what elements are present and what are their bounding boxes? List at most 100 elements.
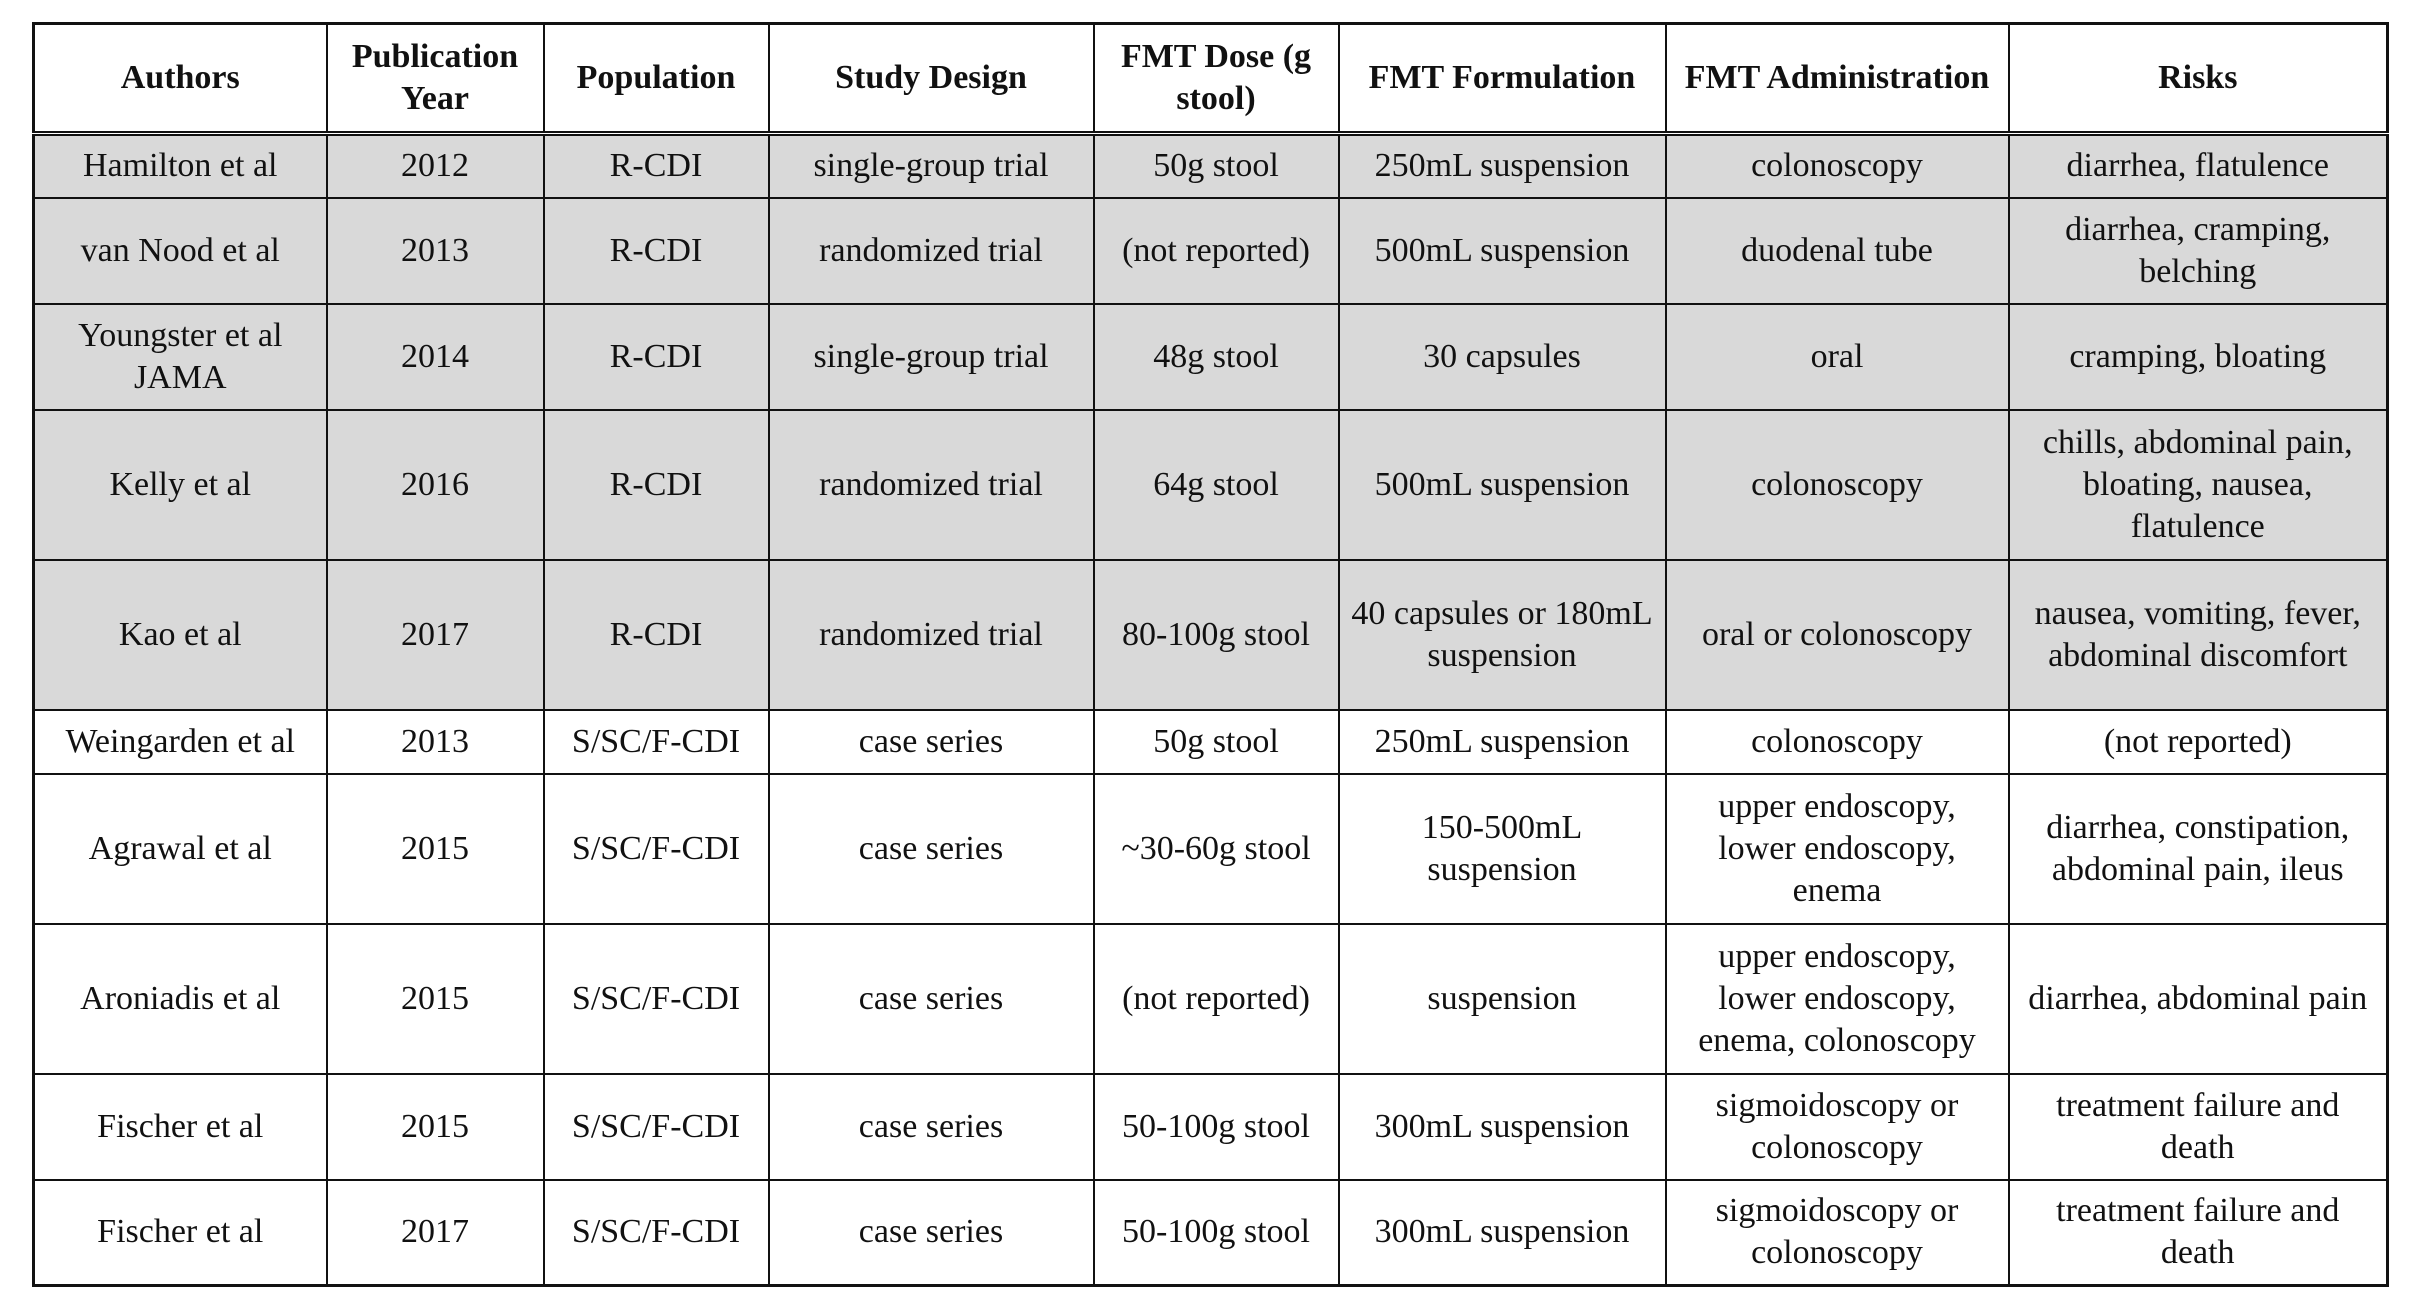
cell-fmt-formulation: 300mL suspension — [1337, 1072, 1667, 1181]
cell-risks: treatment failure and death — [2007, 1178, 2389, 1287]
cell-study-design: single-group trial — [767, 132, 1095, 199]
cell-publication-year: 2013 — [325, 708, 545, 775]
cell-fmt-formulation: 40 capsules or 180mL suspension — [1337, 558, 1667, 711]
cell-risks: diarrhea, constipation, abdominal pain, … — [2007, 772, 2389, 925]
cell-authors: Hamilton et al — [32, 132, 328, 199]
header-authors: Authors — [32, 22, 328, 136]
cell-risks: cramping, bloating — [2007, 302, 2389, 411]
header-row: Authors Publication Year Population Stud… — [32, 22, 2389, 136]
cell-authors: Fischer et al — [32, 1072, 328, 1181]
table-row: Fischer et al 2015 S/SC/F-CDI case series 50… — [32, 1072, 2389, 1181]
fmt-studies-table: Authors Publication Year Population Stud… — [32, 22, 2389, 1287]
cell-fmt-formulation: 250mL suspension — [1337, 132, 1667, 199]
cell-fmt-formulation: 150-500mL suspension — [1337, 772, 1667, 925]
header-publication-year: Publication Year — [325, 22, 545, 136]
cell-fmt-dose: 50g stool — [1092, 132, 1340, 199]
table-row: Weingarden et al 2013 S/SC/F-CDI case serie… — [32, 708, 2389, 775]
cell-population: S/SC/F-CDI — [542, 708, 770, 775]
table-row: Fischer et al 2017 S/SC/F-CDI case series 50… — [32, 1178, 2389, 1287]
cell-population: S/SC/F-CDI — [542, 922, 770, 1075]
cell-fmt-dose: (not reported) — [1092, 922, 1340, 1075]
cell-study-design: case series — [767, 1178, 1095, 1287]
header-risks: Risks — [2007, 22, 2389, 136]
cell-authors: Kao et al — [32, 558, 328, 711]
cell-study-design: randomized trial — [767, 558, 1095, 711]
cell-fmt-administration: upper endoscopy, lower endoscopy, enema — [1664, 772, 2010, 925]
cell-publication-year: 2013 — [325, 196, 545, 305]
table-row: Hamilton et al 2012 R-CDI single-group tria… — [32, 132, 2389, 199]
cell-publication-year: 2014 — [325, 302, 545, 411]
table-row: Agrawal et al 2015 S/SC/F-CDI case series ~3… — [32, 772, 2389, 925]
cell-risks: chills, abdominal pain, bloating, nausea… — [2007, 408, 2389, 561]
cell-publication-year: 2017 — [325, 558, 545, 711]
cell-publication-year: 2016 — [325, 408, 545, 561]
cell-risks: (not reported) — [2007, 708, 2389, 775]
header-fmt-dose: FMT Dose (g stool) — [1092, 22, 1340, 136]
table-row: Youngster et al JAMA 2014 R-CDI single-grou… — [32, 302, 2389, 411]
table-row: Kao et al 2017 R-CDI randomized trial 80-100… — [32, 558, 2389, 711]
cell-population: S/SC/F-CDI — [542, 772, 770, 925]
cell-fmt-administration: oral or colonoscopy — [1664, 558, 2010, 711]
cell-fmt-formulation: 250mL suspension — [1337, 708, 1667, 775]
cell-fmt-administration: upper endoscopy, lower endoscopy, enema,… — [1664, 922, 2010, 1075]
cell-fmt-administration: oral — [1664, 302, 2010, 411]
cell-risks: diarrhea, cramping, belching — [2007, 196, 2389, 305]
cell-fmt-dose: 50-100g stool — [1092, 1178, 1340, 1287]
header-fmt-administration: FMT Administration — [1664, 22, 2010, 136]
cell-publication-year: 2015 — [325, 1072, 545, 1181]
cell-fmt-administration: colonoscopy — [1664, 408, 2010, 561]
cell-study-design: case series — [767, 1072, 1095, 1181]
cell-authors: van Nood et al — [32, 196, 328, 305]
cell-risks: diarrhea, flatulence — [2007, 132, 2389, 199]
cell-fmt-dose: 48g stool — [1092, 302, 1340, 411]
fmt-studies-table-container: Authors Publication Year Population Stud… — [32, 22, 2389, 1287]
cell-study-design: case series — [767, 708, 1095, 775]
cell-authors: Youngster et al JAMA — [32, 302, 328, 411]
cell-population: R-CDI — [542, 558, 770, 711]
cell-authors: Weingarden et al — [32, 708, 328, 775]
cell-study-design: single-group trial — [767, 302, 1095, 411]
table-body: Hamilton et al 2012 R-CDI single-group tria… — [32, 132, 2389, 1287]
cell-publication-year: 2017 — [325, 1178, 545, 1287]
cell-fmt-formulation: suspension — [1337, 922, 1667, 1075]
cell-study-design: randomized trial — [767, 408, 1095, 561]
cell-authors: Kelly et al — [32, 408, 328, 561]
cell-fmt-formulation: 30 capsules — [1337, 302, 1667, 411]
cell-publication-year: 2012 — [325, 132, 545, 199]
cell-population: S/SC/F-CDI — [542, 1072, 770, 1181]
cell-authors: Aroniadis et al — [32, 922, 328, 1075]
cell-fmt-formulation: 300mL suspension — [1337, 1178, 1667, 1287]
header-fmt-formulation: FMT Formulation — [1337, 22, 1667, 136]
cell-fmt-dose: 50-100g stool — [1092, 1072, 1340, 1181]
cell-fmt-dose: 50g stool — [1092, 708, 1340, 775]
cell-fmt-administration: sigmoidoscopy or colonoscopy — [1664, 1072, 2010, 1181]
cell-study-design: randomized trial — [767, 196, 1095, 305]
cell-population: S/SC/F-CDI — [542, 1178, 770, 1287]
cell-risks: nausea, vomiting, fever, abdominal disco… — [2007, 558, 2389, 711]
cell-population: R-CDI — [542, 302, 770, 411]
cell-population: R-CDI — [542, 408, 770, 561]
cell-risks: diarrhea, abdominal pain — [2007, 922, 2389, 1075]
cell-fmt-administration: sigmoidoscopy or colonoscopy — [1664, 1178, 2010, 1287]
cell-risks: treatment failure and death — [2007, 1072, 2389, 1181]
cell-fmt-dose: 64g stool — [1092, 408, 1340, 561]
header-population: Population — [542, 22, 770, 136]
cell-authors: Fischer et al — [32, 1178, 328, 1287]
cell-study-design: case series — [767, 772, 1095, 925]
cell-fmt-dose: ~30-60g stool — [1092, 772, 1340, 925]
cell-fmt-administration: colonoscopy — [1664, 708, 2010, 775]
cell-fmt-administration: colonoscopy — [1664, 132, 2010, 199]
cell-population: R-CDI — [542, 196, 770, 305]
cell-fmt-dose: (not reported) — [1092, 196, 1340, 305]
cell-fmt-formulation: 500mL suspension — [1337, 196, 1667, 305]
cell-publication-year: 2015 — [325, 772, 545, 925]
cell-fmt-dose: 80-100g stool — [1092, 558, 1340, 711]
cell-fmt-formulation: 500mL suspension — [1337, 408, 1667, 561]
cell-publication-year: 2015 — [325, 922, 545, 1075]
table-row: Aroniadis et al 2015 S/SC/F-CDI case series… — [32, 922, 2389, 1075]
cell-authors: Agrawal et al — [32, 772, 328, 925]
header-study-design: Study Design — [767, 22, 1095, 136]
cell-fmt-administration: duodenal tube — [1664, 196, 2010, 305]
table-row: van Nood et al 2013 R-CDI randomized trial(… — [32, 196, 2389, 305]
table-row: Kelly et al 2016 R-CDI randomized trial 64g … — [32, 408, 2389, 561]
